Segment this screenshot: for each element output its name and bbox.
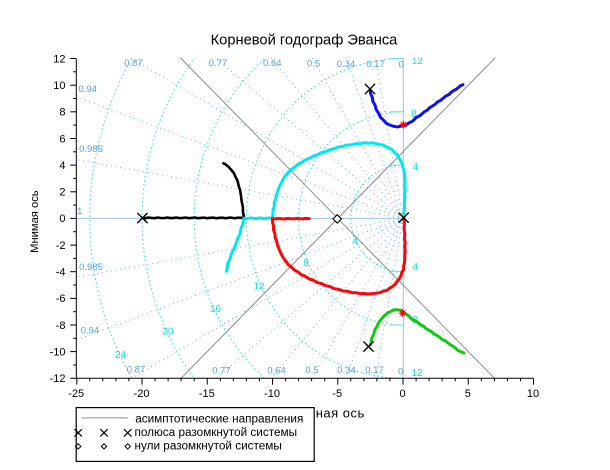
- svg-text:1: 1: [77, 206, 82, 217]
- svg-text:12: 12: [53, 53, 65, 65]
- svg-text:0.985: 0.985: [79, 144, 103, 155]
- svg-text:6: 6: [59, 133, 65, 145]
- svg-text:5: 5: [465, 388, 471, 400]
- svg-text:-4: -4: [56, 267, 66, 279]
- svg-text:8: 8: [303, 258, 309, 269]
- svg-text:0.87: 0.87: [124, 58, 143, 69]
- svg-text:0: 0: [399, 60, 404, 71]
- svg-text:Мнимая ось: Мнимая ось: [29, 190, 41, 253]
- svg-text:0.64: 0.64: [263, 58, 282, 69]
- svg-text:-5: -5: [332, 388, 342, 400]
- svg-text:2: 2: [59, 187, 65, 199]
- svg-text:0.34: 0.34: [337, 365, 356, 376]
- svg-text:ная ось: ная ось: [316, 406, 365, 421]
- svg-text:12: 12: [253, 282, 265, 293]
- svg-text:4: 4: [413, 162, 419, 173]
- svg-text:0.87: 0.87: [127, 364, 146, 375]
- svg-text:0.5: 0.5: [307, 58, 320, 69]
- svg-text:12: 12: [412, 56, 424, 67]
- svg-text:4: 4: [413, 262, 419, 273]
- svg-text:-25: -25: [68, 388, 84, 400]
- svg-text:10: 10: [53, 80, 65, 92]
- svg-text:-2: -2: [56, 240, 66, 252]
- svg-text:8: 8: [411, 109, 417, 120]
- svg-text:0.94: 0.94: [81, 325, 100, 336]
- svg-text:-6: -6: [56, 293, 66, 305]
- svg-text:Корневой годограф Эванса: Корневой годограф Эванса: [211, 33, 399, 49]
- svg-text:0.64: 0.64: [267, 365, 286, 376]
- svg-text:0.17: 0.17: [365, 365, 384, 376]
- svg-text:4: 4: [59, 160, 65, 172]
- svg-text:0.5: 0.5: [305, 365, 318, 376]
- svg-text:0: 0: [399, 388, 405, 400]
- svg-text:20: 20: [162, 327, 174, 338]
- svg-text:0.94: 0.94: [78, 84, 97, 95]
- svg-text:24: 24: [115, 350, 127, 361]
- svg-text:полюса разомкнутой системы: полюса разомкнутой системы: [135, 426, 298, 439]
- svg-text:асимптотические направления: асимптотические направления: [135, 412, 303, 425]
- svg-text:16: 16: [210, 304, 222, 315]
- svg-text:нули разомкнутой системы: нули разомкнутой системы: [135, 440, 282, 453]
- svg-text:0.34: 0.34: [337, 59, 356, 70]
- svg-text:12: 12: [411, 368, 423, 379]
- svg-text:0.77: 0.77: [212, 365, 231, 376]
- svg-text:-20: -20: [134, 388, 150, 400]
- svg-text:0: 0: [398, 366, 403, 377]
- svg-text:-15: -15: [199, 388, 215, 400]
- svg-text:0.17: 0.17: [366, 59, 385, 70]
- svg-text:10: 10: [527, 388, 539, 400]
- svg-text:8: 8: [59, 107, 65, 119]
- svg-text:-12: -12: [50, 373, 66, 385]
- svg-text:-8: -8: [56, 320, 66, 332]
- svg-text:0.985: 0.985: [79, 262, 103, 273]
- svg-text:-10: -10: [50, 346, 66, 358]
- svg-text:-10: -10: [264, 388, 280, 400]
- svg-text:4: 4: [352, 237, 358, 248]
- svg-text:0.77: 0.77: [209, 58, 228, 69]
- svg-text:0: 0: [59, 213, 65, 225]
